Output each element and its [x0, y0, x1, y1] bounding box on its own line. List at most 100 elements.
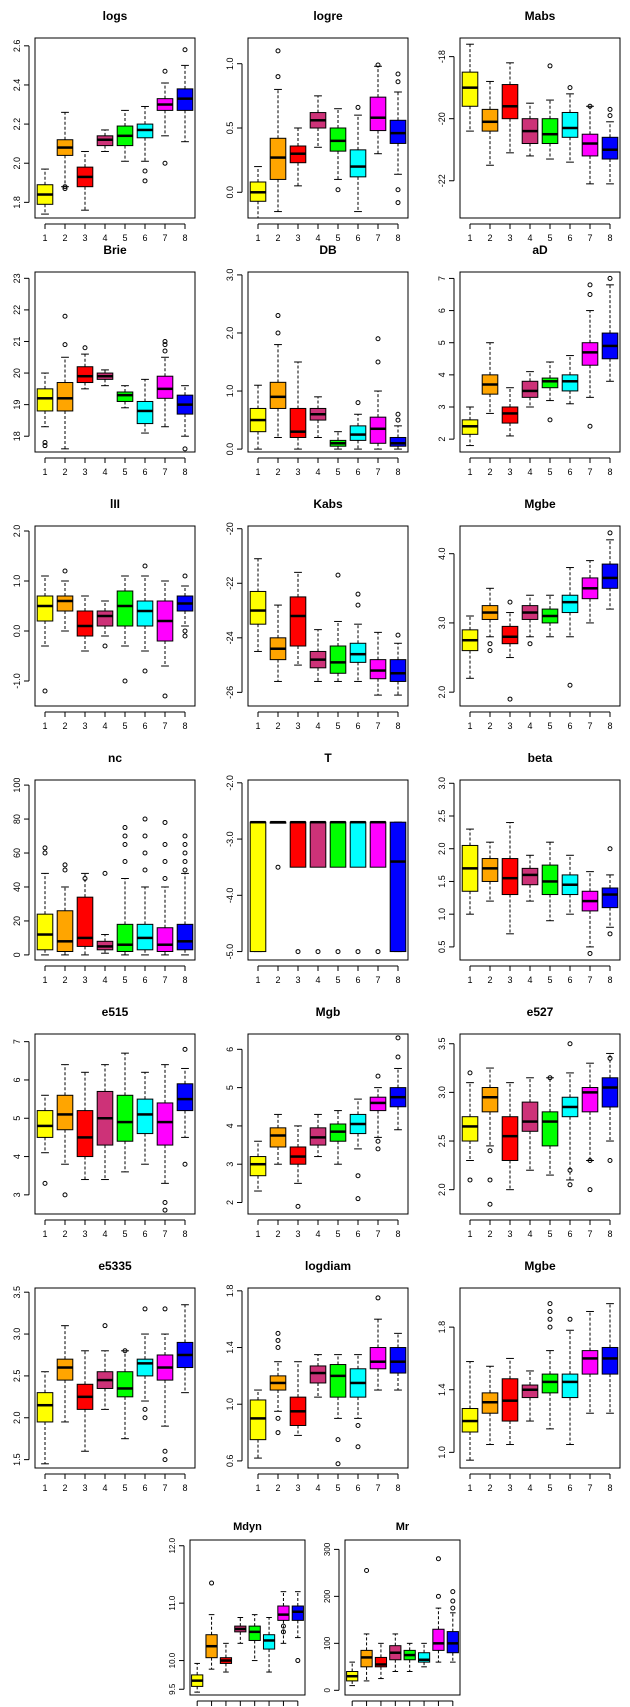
outlier-point	[607, 106, 613, 112]
y-tick-label: 22	[12, 305, 22, 315]
x-tick-label: 1	[42, 975, 47, 985]
plot-frame	[344, 1539, 461, 1696]
boxplot-panel-7: lII -1.0 0.0 1.0 2.0 1 2 3 4 5 6 7 8	[12, 497, 196, 731]
box-category-6	[349, 591, 367, 682]
y-tick-label: 0	[12, 952, 22, 957]
outlier-point	[467, 1070, 473, 1076]
x-tick-label: 5	[122, 721, 127, 731]
x-tick-label: 8	[395, 1483, 400, 1493]
plot-frame	[247, 779, 409, 961]
box-category-6	[136, 105, 154, 184]
boxplot-panel-15: e527 2.0 2.5 3.0 3.5 1 2 3 4 5 6 7 8	[437, 1005, 621, 1239]
box-category-4	[309, 820, 327, 955]
box-category-8	[176, 385, 194, 452]
x-tick-label: 3	[295, 1483, 300, 1493]
box-category-5	[116, 575, 134, 684]
x-tick-label: 1	[42, 1483, 47, 1493]
y-tick-label: 100	[323, 1636, 332, 1650]
box-iqr	[501, 858, 519, 896]
x-tick-label: 3	[82, 233, 87, 243]
box-iqr	[136, 1358, 154, 1377]
outlier-point	[275, 48, 281, 54]
x-tick-label: 4	[527, 467, 532, 477]
boxplot-panel-20: Mr010020030012345678	[323, 1521, 461, 1706]
box-category-5	[116, 825, 134, 956]
y-tick-label: 3.0	[12, 1328, 22, 1341]
y-tick-label: 1.8	[12, 196, 22, 209]
outlier-point	[487, 648, 493, 654]
y-tick-label: 18	[12, 431, 22, 441]
box-iqr	[349, 425, 367, 441]
x-tick-label: 8	[607, 1229, 612, 1239]
box-category-1	[36, 845, 54, 956]
box-category-4	[521, 1077, 539, 1171]
outlier-point	[162, 859, 168, 865]
outlier-point	[435, 1593, 441, 1599]
box-category-5	[541, 841, 559, 922]
outlier-point	[182, 633, 188, 639]
x-tick-label: 7	[375, 1229, 380, 1239]
box-category-2	[56, 1064, 74, 1198]
outlier-point	[182, 1161, 188, 1167]
box-iqr	[417, 1652, 431, 1663]
y-tick-label: 10.0	[168, 1652, 177, 1668]
box-iqr	[56, 910, 74, 953]
y-tick-label: 40	[12, 882, 22, 892]
panel-title: Mgbe	[524, 1259, 556, 1273]
outlier-point	[42, 845, 48, 851]
box-iqr	[269, 137, 287, 180]
box-category-1	[249, 1389, 267, 1459]
box-category-4	[309, 95, 327, 148]
box-iqr	[389, 1347, 407, 1374]
box-category-6	[136, 1306, 154, 1421]
outlier-point	[295, 949, 301, 955]
outlier-point	[142, 178, 148, 184]
outlier-point	[142, 1406, 148, 1412]
y-tick-label: 0	[323, 1688, 332, 1693]
outlier-point	[162, 348, 168, 354]
y-tick-label: 1.0	[225, 1398, 235, 1411]
box-category-3	[374, 1642, 388, 1680]
x-tick-label: 4	[315, 975, 320, 985]
box-category-7	[581, 1310, 599, 1414]
x-tick-label: 5	[547, 1483, 552, 1493]
outlier-point	[182, 1046, 188, 1052]
box-category-5	[329, 108, 347, 193]
box-category-3	[76, 345, 94, 390]
x-tick-label: 7	[162, 233, 167, 243]
outlier-point	[375, 336, 381, 342]
box-iqr	[389, 119, 407, 144]
y-tick-label: 2.0	[225, 327, 235, 340]
x-tick-label: 6	[142, 467, 147, 477]
x-tick-label: 8	[395, 975, 400, 985]
y-tick-label: 3	[437, 404, 447, 409]
panel-title: Mr	[396, 1521, 410, 1533]
x-tick-label: 8	[395, 233, 400, 243]
y-tick-label: 2.2	[12, 118, 22, 131]
x-tick-label: 6	[355, 233, 360, 243]
box-category-3	[76, 1071, 94, 1181]
box-iqr	[541, 864, 559, 896]
box-iqr	[56, 382, 74, 412]
outlier-point	[162, 693, 168, 699]
y-tick-label: 3	[12, 1192, 22, 1197]
box-category-5	[116, 1052, 134, 1173]
box-category-8	[389, 71, 407, 206]
outlier-point	[62, 1192, 68, 1198]
box-category-4	[521, 594, 539, 647]
panel-title: Mgb	[316, 1005, 341, 1019]
box-category-3	[219, 1642, 233, 1673]
box-category-3	[501, 1357, 519, 1446]
box-category-3	[289, 361, 307, 450]
box-category-4	[309, 396, 327, 438]
x-tick-label: 6	[355, 1483, 360, 1493]
box-iqr	[249, 590, 267, 625]
box-category-4	[96, 369, 114, 387]
x-tick-label: 8	[182, 467, 187, 477]
outlier-point	[162, 875, 168, 881]
x-tick-label: 5	[122, 467, 127, 477]
box-category-1	[461, 43, 479, 132]
x-tick-label: 1	[255, 1483, 260, 1493]
y-tick-label: 1.5	[12, 1453, 22, 1466]
outlier-point	[182, 833, 188, 839]
